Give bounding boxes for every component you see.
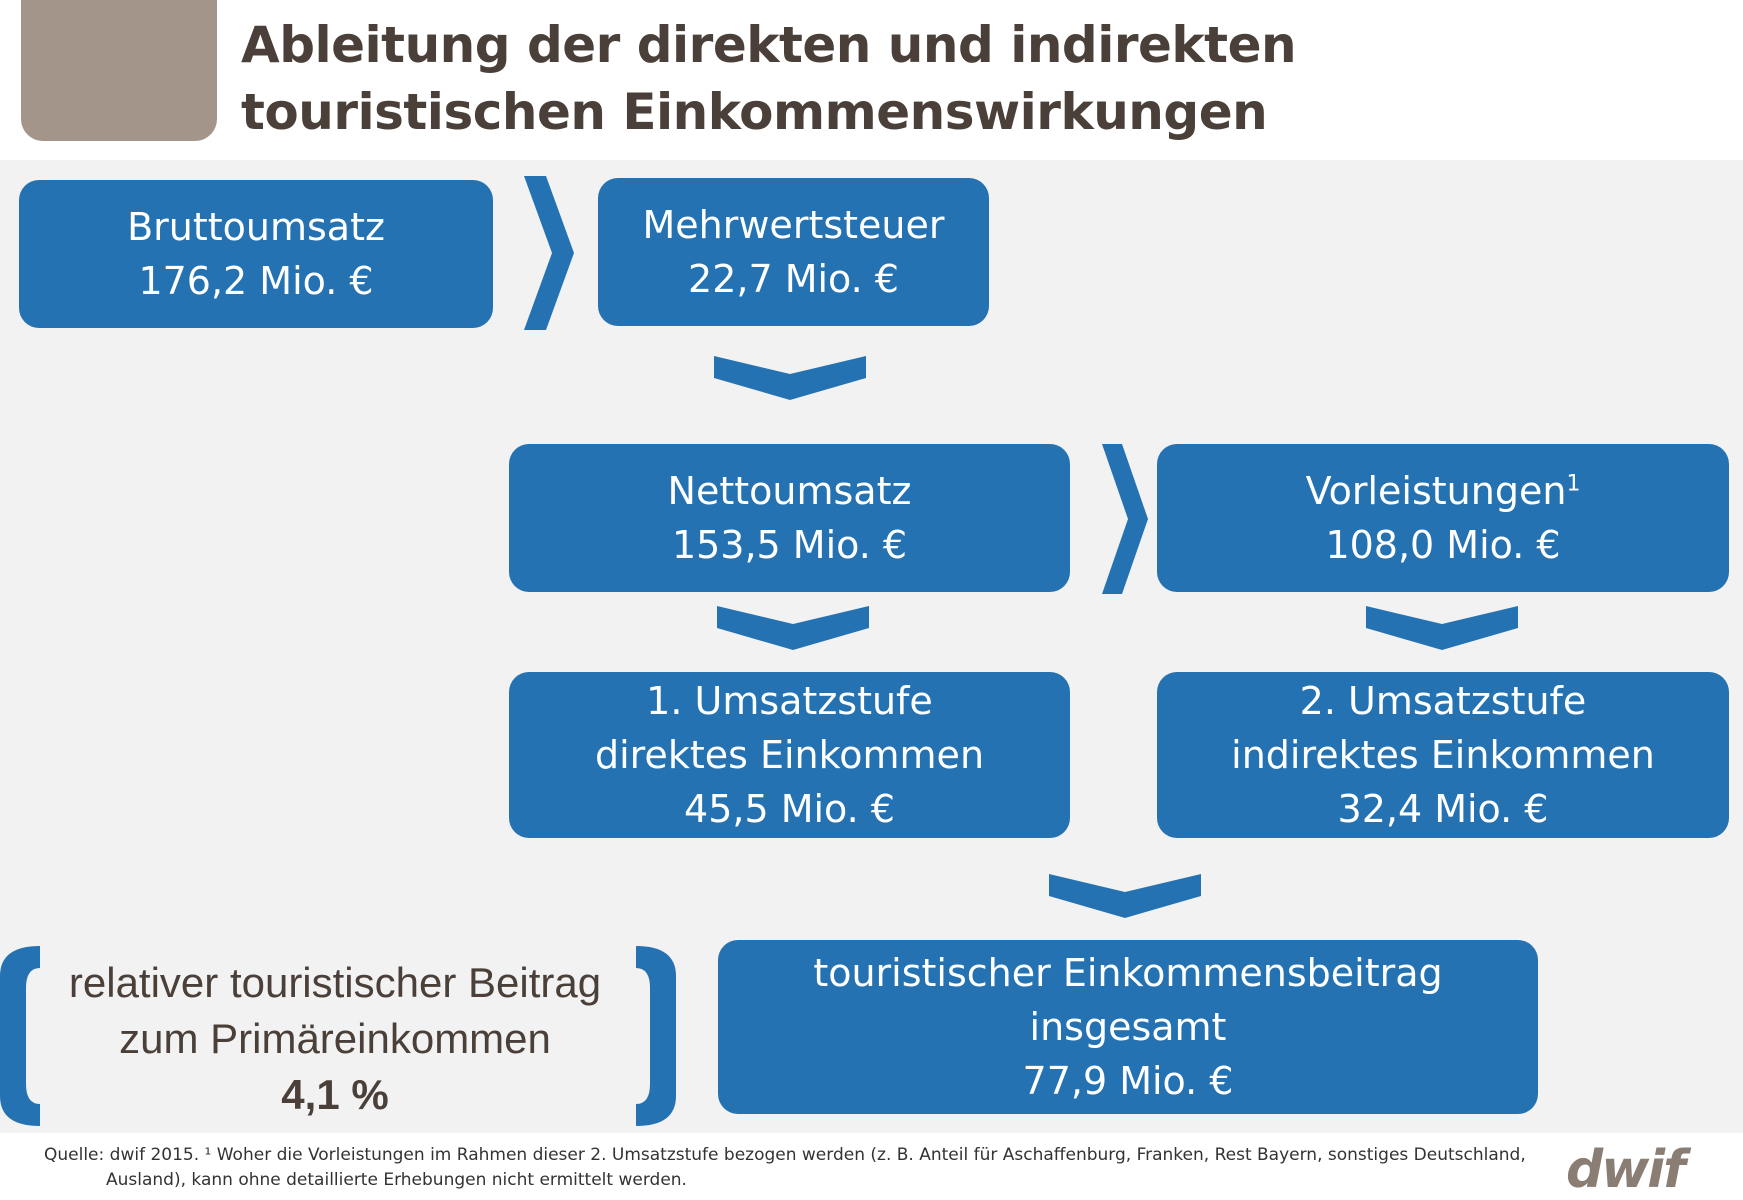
node-sublabel: insgesamt xyxy=(1029,1005,1227,1049)
arrow-down-icon xyxy=(717,606,869,650)
node-label: Bruttoumsatz xyxy=(127,205,385,249)
footnote-mark: 1 xyxy=(1566,471,1581,497)
node-einkommensbeitrag: touristischer Einkommensbeitrag insgesam… xyxy=(718,940,1538,1114)
node-label: touristischer Einkommensbeitrag xyxy=(813,951,1443,995)
node-value: 108,0 Mio. € xyxy=(1325,523,1561,567)
footnote-line-1: Quelle: dwif 2015. ¹ Woher die Vorleistu… xyxy=(44,1145,1526,1165)
relative-contribution: relativer touristischer Beitrag zum Prim… xyxy=(30,955,640,1123)
node-mehrwertsteuer: Mehrwertsteuer 22,7 Mio. € xyxy=(598,178,989,326)
node-value: 77,9 Mio. € xyxy=(1022,1059,1234,1103)
corner-decoration xyxy=(21,0,217,141)
node-value: 22,7 Mio. € xyxy=(688,257,899,301)
node-label: Nettoumsatz xyxy=(667,469,912,513)
arrow-right-icon xyxy=(524,176,574,330)
node-value: 45,5 Mio. € xyxy=(684,787,895,831)
title-line-2: touristischen Einkommenswirkungen xyxy=(241,83,1268,141)
arrow-down-icon xyxy=(714,356,866,400)
relative-line-1: relativer touristischer Beitrag xyxy=(68,959,602,1006)
node-vorleistungen: Vorleistungen1 108,0 Mio. € xyxy=(1157,444,1729,592)
arrow-right-icon xyxy=(1102,444,1148,594)
title-line-1: Ableitung der direkten und indirekten xyxy=(241,16,1297,74)
node-label: 1. Umsatzstufe xyxy=(646,679,933,723)
relative-line-2: zum Primäreinkommen xyxy=(119,1015,551,1062)
node-sublabel: indirektes Einkommen xyxy=(1231,733,1655,777)
node-sublabel: direktes Einkommen xyxy=(594,733,985,777)
node-label: 2. Umsatzstufe xyxy=(1299,679,1587,723)
dwif-logo: dwif xyxy=(1566,1140,1686,1200)
page-title: Ableitung der direkten und indirekten to… xyxy=(241,12,1701,146)
source-footnote: Quelle: dwif 2015. ¹ Woher die Vorleistu… xyxy=(44,1143,1564,1193)
node-label: Mehrwertsteuer xyxy=(642,203,945,247)
node-umsatzstufe-2: 2. Umsatzstufe indirektes Einkommen 32,4… xyxy=(1157,672,1729,838)
node-label-row: Vorleistungen1 xyxy=(1306,464,1581,518)
node-nettoumsatz: Nettoumsatz 153,5 Mio. € xyxy=(509,444,1070,592)
relative-value: 4,1 % xyxy=(281,1071,389,1118)
node-value: 153,5 Mio. € xyxy=(671,523,908,567)
node-bruttoumsatz: Bruttoumsatz 176,2 Mio. € xyxy=(19,180,493,328)
arrow-down-icon xyxy=(1366,606,1518,650)
node-label: Vorleistungen xyxy=(1305,469,1567,513)
node-value: 176,2 Mio. € xyxy=(138,259,374,303)
footnote-line-2: Ausland), kann ohne detaillierte Erhebun… xyxy=(106,1170,687,1190)
node-umsatzstufe-1: 1. Umsatzstufe direktes Einkommen 45,5 M… xyxy=(509,672,1070,838)
bracket-left-icon xyxy=(0,946,40,1126)
bracket-right-icon xyxy=(636,946,676,1126)
arrow-down-icon xyxy=(1049,874,1201,918)
node-value: 32,4 Mio. € xyxy=(1337,787,1549,831)
